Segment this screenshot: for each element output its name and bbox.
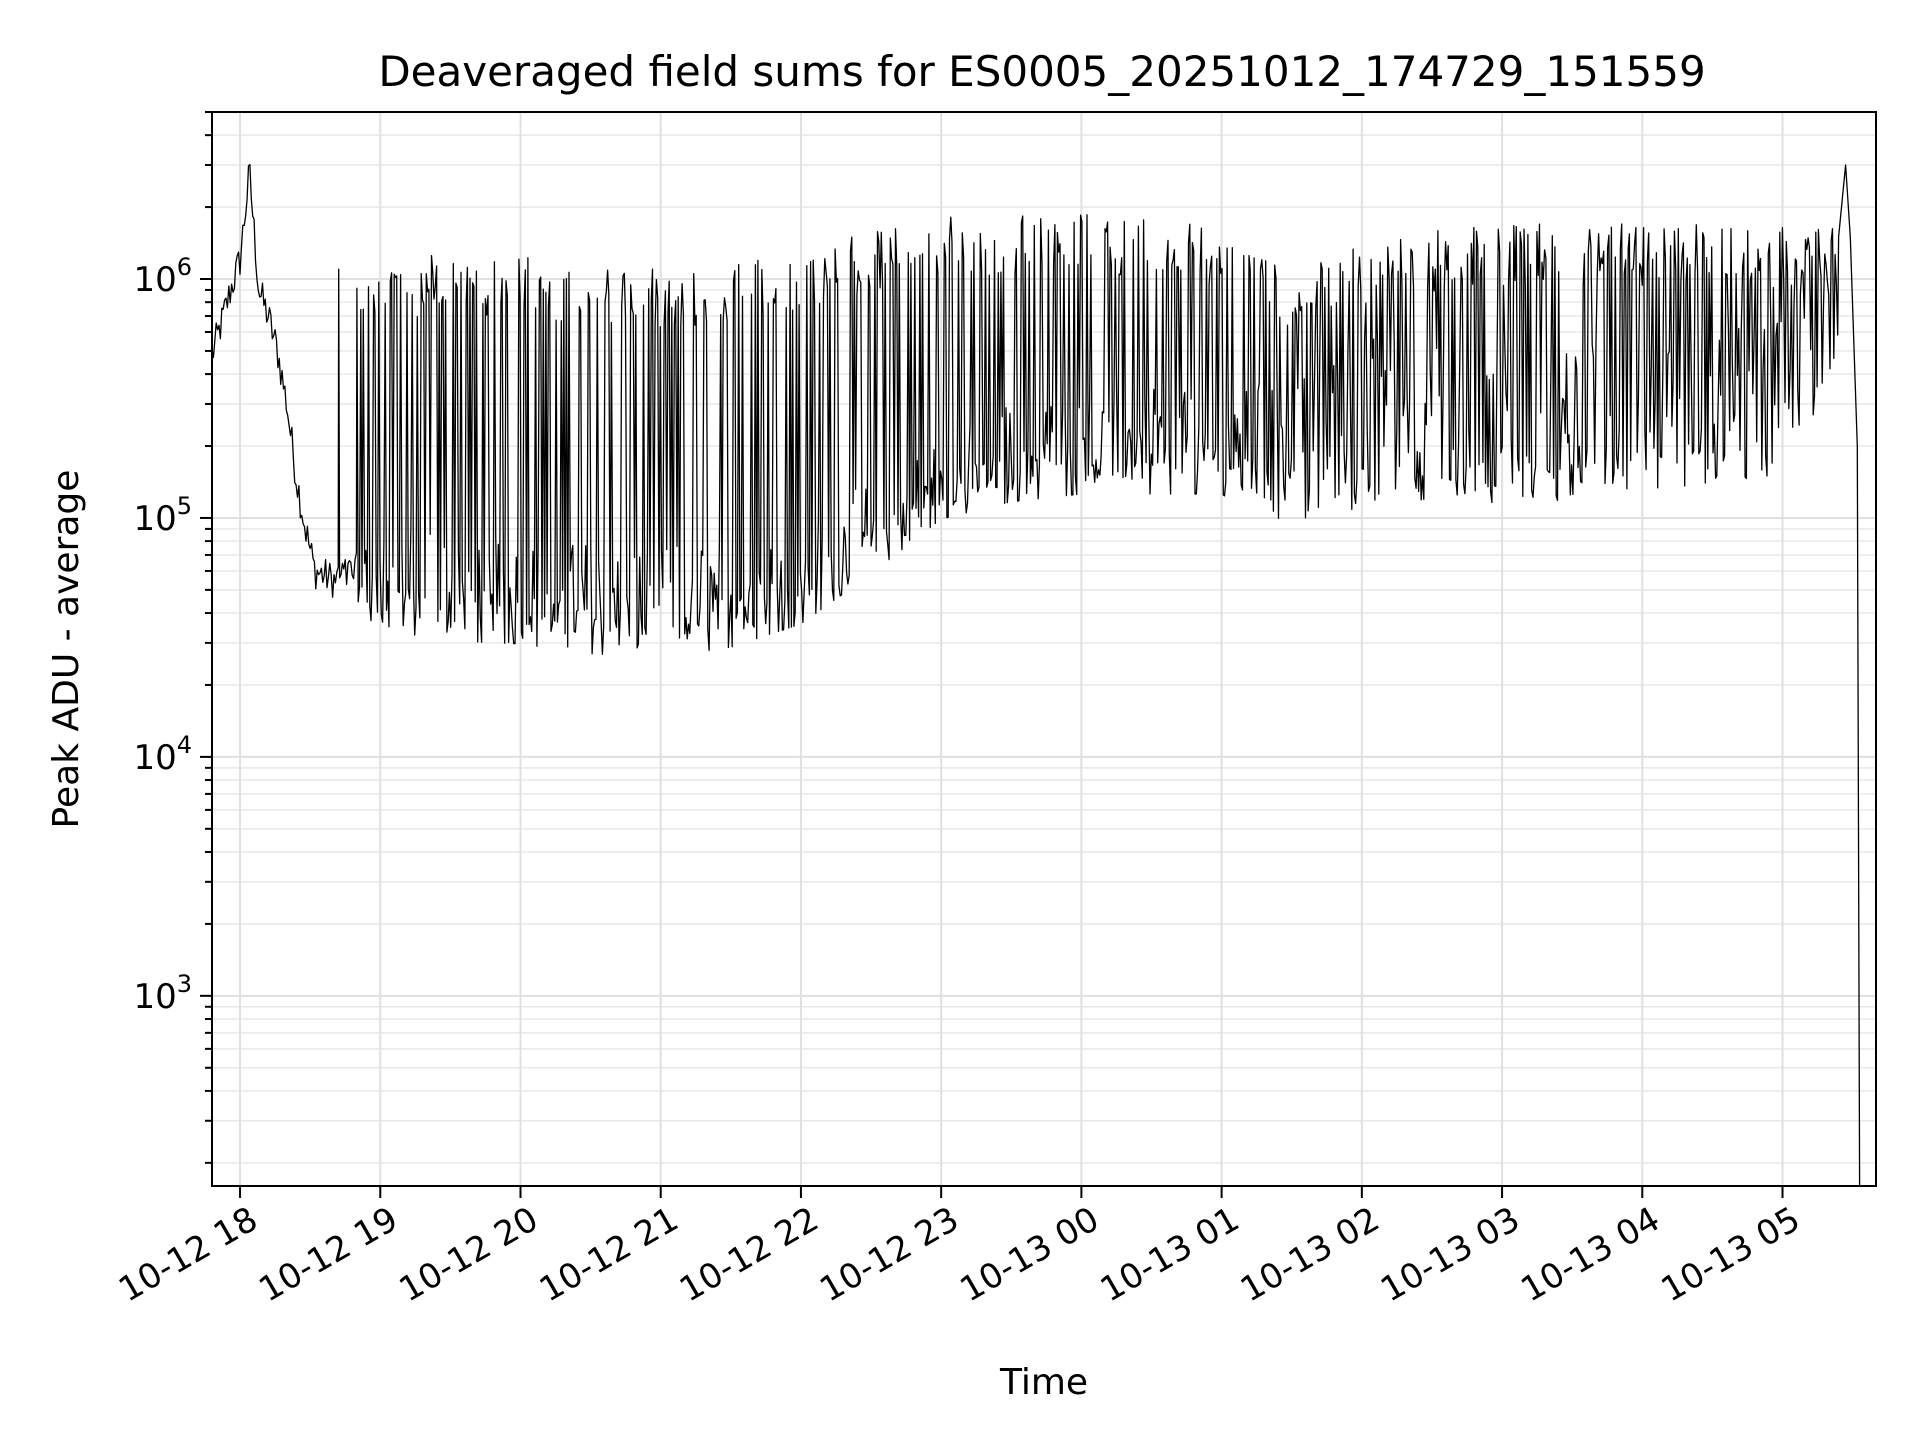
x-tick-label: 10-13 04 xyxy=(1514,1199,1666,1310)
y-tick-label: 106 xyxy=(133,253,192,300)
x-tick-label: 10-12 21 xyxy=(533,1199,685,1310)
plot-frame xyxy=(211,111,1877,1187)
x-tick-label: 10-13 02 xyxy=(1234,1199,1386,1310)
x-tick-label: 10-13 03 xyxy=(1374,1199,1526,1310)
y-tick-label: 103 xyxy=(133,970,192,1017)
series-layer xyxy=(212,163,1861,1186)
x-axis-label: Time xyxy=(999,1362,1088,1403)
x-tick-label: 10-12 22 xyxy=(673,1199,825,1310)
x-tick-label: 10-12 20 xyxy=(393,1199,545,1310)
y-axis: 103 104 105 106 xyxy=(133,111,212,1164)
y-axis-label: Peak ADU - average xyxy=(46,470,87,829)
y-tick-label: 105 xyxy=(133,492,192,539)
series-line xyxy=(212,163,1861,1186)
x-tick-label: 10-13 05 xyxy=(1655,1199,1807,1310)
x-tick-label: 10-12 19 xyxy=(252,1199,404,1310)
x-tick-label: 10-13 01 xyxy=(1094,1199,1246,1310)
x-tick-label: 10-12 23 xyxy=(813,1199,965,1310)
x-tick-label: 10-13 00 xyxy=(953,1199,1105,1310)
y-tick-label: 104 xyxy=(133,731,192,778)
x-tick-label: 10-12 18 xyxy=(112,1199,264,1310)
chart-title: Deaveraged field sums for ES0005_2025101… xyxy=(378,47,1705,96)
